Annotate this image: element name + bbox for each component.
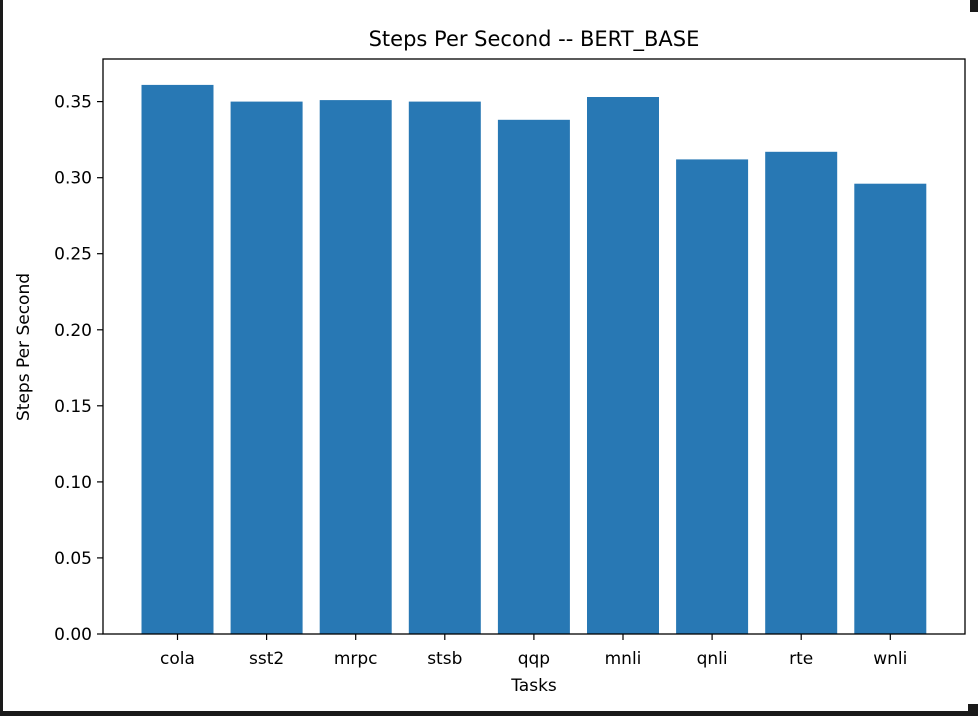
x-axis-ticks: cola sst2 mrpc stsb qqp mnli qnli rte wnli xyxy=(160,634,907,669)
bar-rte xyxy=(765,151,838,635)
bar-mnli xyxy=(587,97,659,634)
y-tick-label: 0.05 xyxy=(54,549,92,569)
window-frame-left xyxy=(0,0,3,716)
plot-area-frame xyxy=(102,58,966,635)
y-tick-label: 0.20 xyxy=(54,321,92,341)
chart-title: Steps Per Second -- BERT_BASE xyxy=(369,27,700,52)
bar-stsb xyxy=(408,101,481,635)
window-frame-bottom xyxy=(0,711,978,716)
x-tick-label-cola: cola xyxy=(160,649,195,669)
y-tick-label: 0.10 xyxy=(54,473,92,493)
y-tick-label: 0.30 xyxy=(54,169,92,189)
window-corner-marker xyxy=(970,0,978,12)
x-tick-label-qnli: qnli xyxy=(697,649,728,669)
x-tick-label-wnli: wnli xyxy=(873,649,907,669)
x-axis-title: Tasks xyxy=(510,676,557,696)
y-tick-label: 0.35 xyxy=(54,93,92,113)
x-tick-label-sst2: sst2 xyxy=(249,649,284,669)
x-tick-label-rte: rte xyxy=(789,649,813,669)
bars-group xyxy=(141,84,927,635)
x-tick-label-mrpc: mrpc xyxy=(334,649,378,669)
x-tick-label-stsb: stsb xyxy=(427,649,462,669)
y-tick-label: 0.00 xyxy=(54,625,92,645)
bar-qqp xyxy=(497,119,570,635)
bar-wnli xyxy=(854,183,927,634)
bar-mrpc xyxy=(319,100,392,635)
y-axis-title: Steps Per Second xyxy=(14,273,34,421)
y-tick-label: 0.25 xyxy=(54,245,92,265)
y-tick-label: 0.15 xyxy=(54,397,92,417)
window-corner-marker xyxy=(968,704,978,716)
bar-cola xyxy=(141,84,214,634)
x-tick-label-qqp: qqp xyxy=(518,649,550,669)
bar-qnli xyxy=(676,159,749,634)
x-tick-label-mnli: mnli xyxy=(605,649,642,669)
bar-sst2 xyxy=(230,101,303,635)
y-axis-ticks: 0.00 0.05 0.10 0.15 0.20 0.25 0.30 0.35 xyxy=(54,93,103,645)
